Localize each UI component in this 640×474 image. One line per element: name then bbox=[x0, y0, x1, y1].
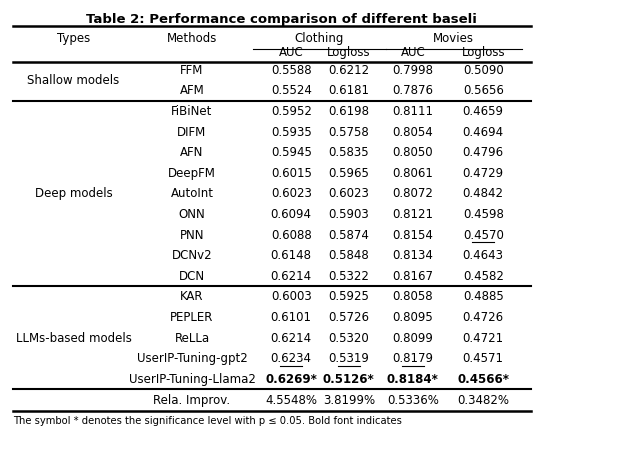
Text: 0.8134: 0.8134 bbox=[392, 249, 433, 262]
Text: 0.5965: 0.5965 bbox=[328, 167, 369, 180]
Text: Deep models: Deep models bbox=[35, 187, 113, 201]
Text: ReLLa: ReLLa bbox=[175, 332, 209, 345]
Text: 0.5903: 0.5903 bbox=[328, 208, 369, 221]
Text: 0.6088: 0.6088 bbox=[271, 228, 312, 242]
Text: 0.5322: 0.5322 bbox=[328, 270, 369, 283]
Text: FiBiNet: FiBiNet bbox=[172, 105, 212, 118]
Text: 0.4842: 0.4842 bbox=[463, 187, 504, 201]
Text: 0.4659: 0.4659 bbox=[463, 105, 504, 118]
Text: 0.8121: 0.8121 bbox=[392, 208, 433, 221]
Text: 0.8072: 0.8072 bbox=[392, 187, 433, 201]
Text: 0.5090: 0.5090 bbox=[463, 64, 504, 77]
Text: 0.6181: 0.6181 bbox=[328, 84, 369, 97]
Text: 0.8058: 0.8058 bbox=[392, 291, 433, 303]
Text: Movies: Movies bbox=[433, 32, 474, 46]
Text: UserIP-Tuning-gpt2: UserIP-Tuning-gpt2 bbox=[136, 352, 248, 365]
Text: 0.8050: 0.8050 bbox=[392, 146, 433, 159]
Text: 0.6003: 0.6003 bbox=[271, 291, 312, 303]
Text: 0.6101: 0.6101 bbox=[271, 311, 312, 324]
Text: 0.8184*: 0.8184* bbox=[387, 373, 439, 386]
Text: Logloss: Logloss bbox=[461, 46, 505, 59]
Text: AUC: AUC bbox=[279, 46, 303, 59]
Text: 0.6212: 0.6212 bbox=[328, 64, 369, 77]
Text: 0.8061: 0.8061 bbox=[392, 167, 433, 180]
Text: Clothing: Clothing bbox=[294, 32, 344, 46]
Text: DCNv2: DCNv2 bbox=[172, 249, 212, 262]
Text: 0.8167: 0.8167 bbox=[392, 270, 433, 283]
Text: 0.8099: 0.8099 bbox=[392, 332, 433, 345]
Text: DeepFM: DeepFM bbox=[168, 167, 216, 180]
Text: 0.4726: 0.4726 bbox=[463, 311, 504, 324]
Text: 0.5524: 0.5524 bbox=[271, 84, 312, 97]
Text: AFN: AFN bbox=[180, 146, 204, 159]
Text: 0.6094: 0.6094 bbox=[271, 208, 312, 221]
Text: 0.5336%: 0.5336% bbox=[387, 393, 439, 407]
Text: 0.5935: 0.5935 bbox=[271, 126, 312, 138]
Text: LLMs-based models: LLMs-based models bbox=[15, 332, 132, 345]
Text: 0.3482%: 0.3482% bbox=[457, 393, 509, 407]
Text: 0.5848: 0.5848 bbox=[328, 249, 369, 262]
Text: 0.4582: 0.4582 bbox=[463, 270, 504, 283]
Text: 0.5320: 0.5320 bbox=[328, 332, 369, 345]
Text: FFM: FFM bbox=[180, 64, 204, 77]
Text: 0.5726: 0.5726 bbox=[328, 311, 369, 324]
Text: Rela. Improv.: Rela. Improv. bbox=[154, 393, 230, 407]
Text: 0.8111: 0.8111 bbox=[392, 105, 433, 118]
Text: ONN: ONN bbox=[179, 208, 205, 221]
Text: 0.8154: 0.8154 bbox=[392, 228, 433, 242]
Text: UserIP-Tuning-Llama2: UserIP-Tuning-Llama2 bbox=[129, 373, 255, 386]
Text: 0.7998: 0.7998 bbox=[392, 64, 433, 77]
Text: 0.6214: 0.6214 bbox=[271, 270, 312, 283]
Text: 0.4796: 0.4796 bbox=[463, 146, 504, 159]
Text: 0.4598: 0.4598 bbox=[463, 208, 504, 221]
Text: 0.6234: 0.6234 bbox=[271, 352, 312, 365]
Text: 0.4570: 0.4570 bbox=[463, 228, 504, 242]
Text: 0.5952: 0.5952 bbox=[271, 105, 312, 118]
Text: 0.4729: 0.4729 bbox=[463, 167, 504, 180]
Text: 0.6269*: 0.6269* bbox=[265, 373, 317, 386]
Text: Types: Types bbox=[57, 32, 90, 46]
Text: PNN: PNN bbox=[180, 228, 204, 242]
Text: PEPLER: PEPLER bbox=[170, 311, 214, 324]
Text: 0.6214: 0.6214 bbox=[271, 332, 312, 345]
Text: 0.5319: 0.5319 bbox=[328, 352, 369, 365]
Text: Logloss: Logloss bbox=[327, 46, 371, 59]
Text: AFM: AFM bbox=[180, 84, 204, 97]
Text: Table 2: Performance comparison of different baseli: Table 2: Performance comparison of diffe… bbox=[86, 13, 477, 26]
Text: 0.4721: 0.4721 bbox=[463, 332, 504, 345]
Text: 0.6023: 0.6023 bbox=[271, 187, 312, 201]
Text: 0.5835: 0.5835 bbox=[328, 146, 369, 159]
Text: 0.8095: 0.8095 bbox=[392, 311, 433, 324]
Text: 0.8054: 0.8054 bbox=[392, 126, 433, 138]
Text: 0.5874: 0.5874 bbox=[328, 228, 369, 242]
Text: 0.6198: 0.6198 bbox=[328, 105, 369, 118]
Text: 0.5945: 0.5945 bbox=[271, 146, 312, 159]
Text: AutoInt: AutoInt bbox=[170, 187, 214, 201]
Text: Methods: Methods bbox=[167, 32, 217, 46]
Text: 0.4571: 0.4571 bbox=[463, 352, 504, 365]
Text: KAR: KAR bbox=[180, 291, 204, 303]
Text: Shallow models: Shallow models bbox=[28, 74, 120, 87]
Text: 0.6023: 0.6023 bbox=[328, 187, 369, 201]
Text: DCN: DCN bbox=[179, 270, 205, 283]
Text: The symbol * denotes the significance level with p ≤ 0.05. Bold font indicates: The symbol * denotes the significance le… bbox=[13, 417, 402, 427]
Text: 4.5548%: 4.5548% bbox=[265, 393, 317, 407]
Text: 3.8199%: 3.8199% bbox=[323, 393, 375, 407]
Text: 0.8179: 0.8179 bbox=[392, 352, 433, 365]
Text: AUC: AUC bbox=[401, 46, 425, 59]
Text: DIFM: DIFM bbox=[177, 126, 207, 138]
Text: 0.6148: 0.6148 bbox=[271, 249, 312, 262]
Text: 0.4643: 0.4643 bbox=[463, 249, 504, 262]
Text: 0.5126*: 0.5126* bbox=[323, 373, 374, 386]
Text: 0.4566*: 0.4566* bbox=[457, 373, 509, 386]
Text: 0.4885: 0.4885 bbox=[463, 291, 504, 303]
Text: 0.6015: 0.6015 bbox=[271, 167, 312, 180]
Text: 0.7876: 0.7876 bbox=[392, 84, 433, 97]
Text: 0.5758: 0.5758 bbox=[328, 126, 369, 138]
Text: 0.5656: 0.5656 bbox=[463, 84, 504, 97]
Text: 0.5925: 0.5925 bbox=[328, 291, 369, 303]
Text: 0.4694: 0.4694 bbox=[463, 126, 504, 138]
Text: 0.5588: 0.5588 bbox=[271, 64, 312, 77]
